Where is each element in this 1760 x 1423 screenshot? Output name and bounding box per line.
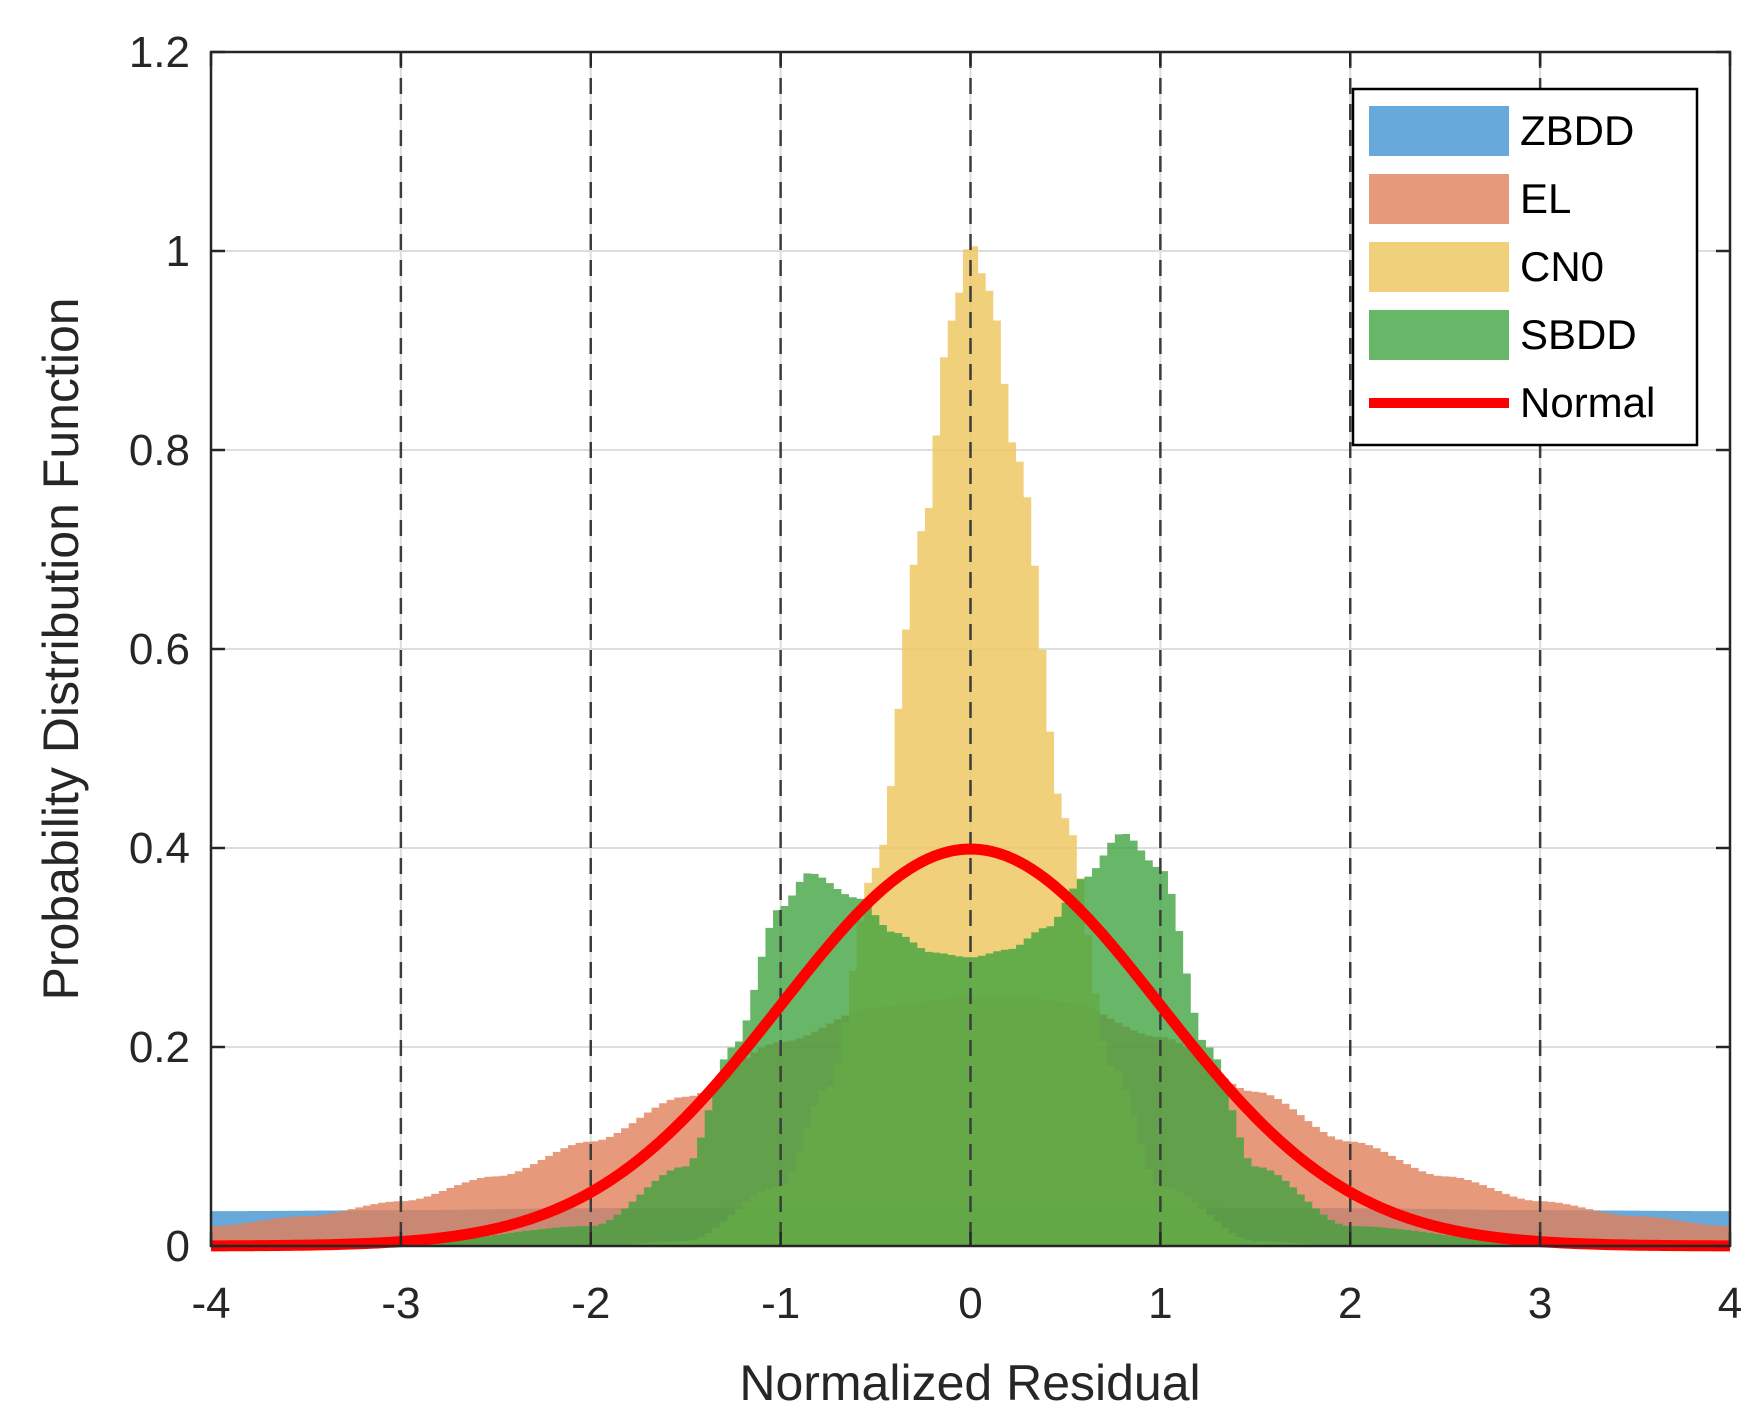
legend-label-el: EL	[1520, 175, 1571, 222]
legend-label-normal: Normal	[1520, 379, 1655, 426]
axis-ticks	[209, 50, 1732, 1248]
x-tick-label-6: 2	[1338, 1279, 1362, 1328]
legend-swatch-cn0	[1369, 242, 1509, 292]
series-cn0-histogram	[211, 246, 1730, 1247]
y-tick-label-3: 0.6	[129, 625, 190, 674]
y-tick-label-1: 0.2	[129, 1023, 190, 1072]
x-tick-label-1: -3	[381, 1279, 420, 1328]
dashed-reference-lines	[399, 52, 1542, 1246]
legend-label-zbdd: ZBDD	[1520, 107, 1634, 154]
x-tick-labels: -4 -3 -2 -1 0 1 2 3 4	[191, 1279, 1742, 1328]
normal-curve-layer	[209, 843, 1732, 1252]
x-tick-label-7: 3	[1528, 1279, 1552, 1328]
y-tick-label-5: 1	[166, 227, 190, 276]
x-tick-label-5: 1	[1148, 1279, 1172, 1328]
y-tick-label-6: 1.2	[129, 28, 190, 77]
y-tick-labels: 0 0.2 0.4 0.6 0.8 1 1.2	[129, 28, 190, 1271]
legend-label-cn0: CN0	[1520, 243, 1604, 290]
legend-swatch-zbdd	[1369, 106, 1509, 156]
x-axis-label: Normalized Residual	[739, 1355, 1200, 1411]
y-tick-label-2: 0.4	[129, 824, 190, 873]
x-tick-label-4: 0	[958, 1279, 982, 1328]
legend: ZBDD EL CN0 SBDD Normal	[1351, 87, 1699, 447]
legend-label-sbdd: SBDD	[1520, 311, 1637, 358]
x-tick-label-8: 4	[1718, 1279, 1742, 1328]
y-tick-label-4: 0.8	[129, 426, 190, 475]
x-tick-label-3: -1	[761, 1279, 800, 1328]
y-axis-label: Probability Distribution Function	[33, 297, 89, 1000]
x-tick-label-0: -4	[191, 1279, 230, 1328]
y-tick-label-0: 0	[166, 1222, 190, 1271]
x-tick-label-2: -2	[571, 1279, 610, 1328]
legend-swatch-sbdd	[1369, 310, 1509, 360]
series-normal-line	[209, 843, 1732, 1252]
legend-swatch-el	[1369, 174, 1509, 224]
